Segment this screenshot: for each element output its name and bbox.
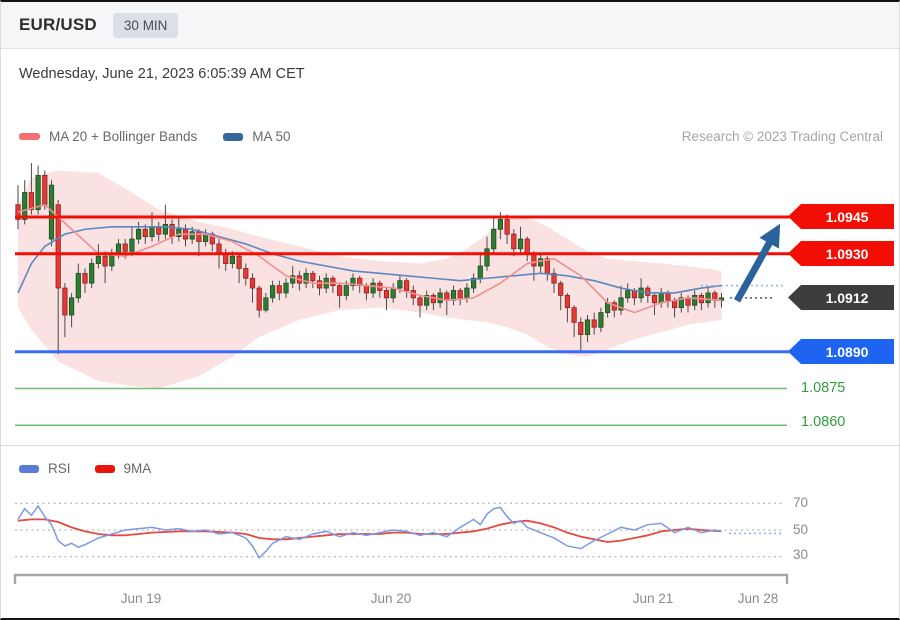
rsi-label: RSI [48,461,71,476]
rsi-tick-70: 70 [793,495,809,510]
rsi-legend: RSI 9MA [19,461,175,476]
rsi-tick-30: 30 [793,547,809,562]
nine-ma-swatch [94,464,115,473]
legend-item-ma20-bollinger: MA 20 + Bollinger Bands [19,129,197,144]
chart-datetime: Wednesday, June 21, 2023 6:05:39 AM CET [19,66,305,82]
ma50-swatch [223,132,244,141]
symbol-title: EUR/USD [19,15,97,34]
resistance-tag-1: 1.0945 [788,204,894,229]
legend-item-rsi: RSI [19,461,71,476]
panel-divider [1,445,899,446]
target-label-1: 1.0875 [801,380,846,396]
rsi-tick-50: 50 [793,522,809,537]
target-label-2: 1.0860 [801,414,846,430]
legend-item-9ma: 9MA [94,461,152,476]
x-axis-label-jun21: Jun 21 [632,591,674,606]
x-axis-label-jun19: Jun 19 [120,591,162,606]
ma20-bollinger-swatch [19,133,40,140]
research-credit: Research © 2023 Trading Central [681,129,883,144]
ma20-bollinger-label: MA 20 + Bollinger Bands [49,129,198,144]
x-axis-label-jun28: Jun 28 [737,591,779,606]
last-price-tag: 1.0912 [788,285,894,310]
price-legend: MA 20 + Bollinger Bands MA 50 [19,129,317,144]
nine-ma-label: 9MA [123,461,152,476]
timeframe-badge[interactable]: 30 MIN [112,12,179,38]
rsi-swatch [19,464,39,473]
x-axis-label-jun20: Jun 20 [370,591,412,606]
ma50-label: MA 50 [252,129,291,144]
legend-item-ma50: MA 50 [223,129,291,144]
resistance-tag-2: 1.0930 [788,241,894,266]
chart-header: EUR/USD 30 MIN [1,2,899,49]
support-tag: 1.0890 [788,339,894,364]
